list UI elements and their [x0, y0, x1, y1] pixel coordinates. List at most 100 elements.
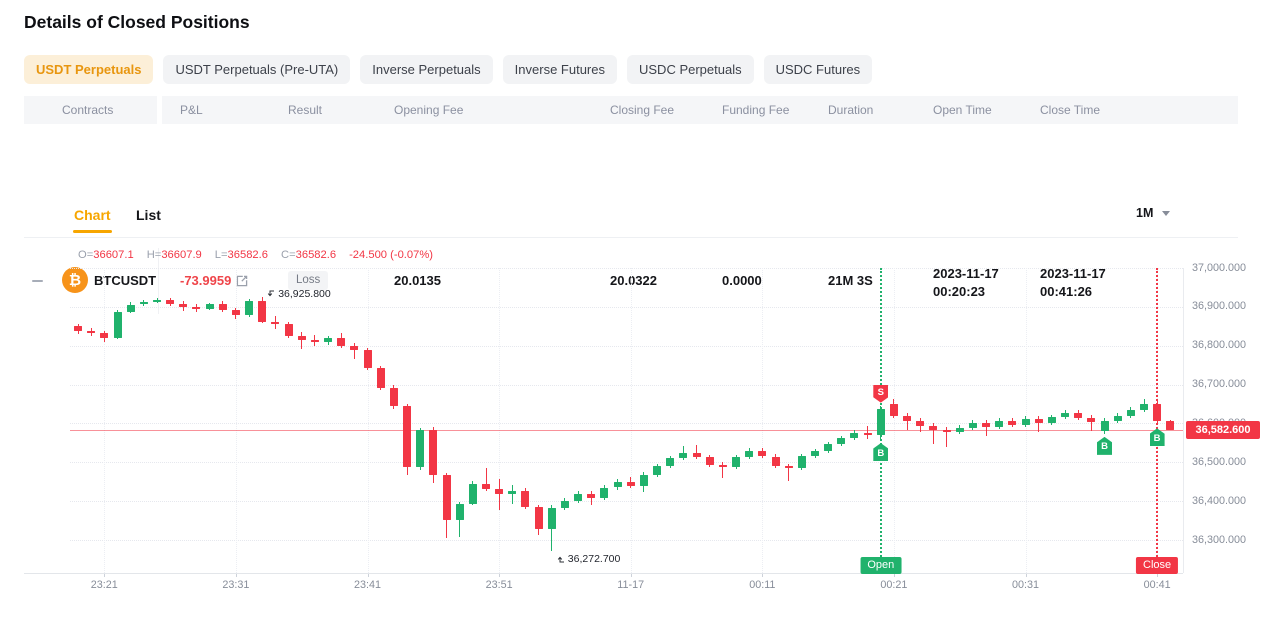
tab-chart[interactable]: Chart: [74, 207, 111, 223]
candle[interactable]: [126, 304, 135, 312]
collapse-row-icon[interactable]: [32, 280, 43, 282]
candle[interactable]: [600, 487, 609, 499]
candle[interactable]: [1153, 403, 1162, 421]
candle[interactable]: [903, 415, 912, 421]
candle[interactable]: [74, 325, 82, 331]
candle[interactable]: [863, 432, 872, 436]
candle[interactable]: [1126, 409, 1135, 416]
candle[interactable]: [205, 304, 214, 309]
contract-tab-inverse-perpetuals[interactable]: Inverse Perpetuals: [360, 55, 493, 84]
candle[interactable]: [1087, 418, 1096, 423]
candle[interactable]: [560, 501, 569, 508]
candle[interactable]: [350, 345, 359, 351]
candle[interactable]: [679, 452, 688, 459]
candle[interactable]: [1166, 420, 1175, 431]
candle[interactable]: [639, 474, 648, 486]
candle[interactable]: [534, 507, 543, 530]
candle[interactable]: [784, 466, 793, 468]
low-marker-icon: [557, 556, 564, 563]
candle-wick: [590, 491, 592, 506]
candle[interactable]: [1100, 420, 1109, 432]
candle[interactable]: [995, 420, 1004, 427]
candle[interactable]: [100, 333, 109, 338]
candle[interactable]: [745, 450, 754, 458]
candle[interactable]: [968, 422, 977, 428]
candle[interactable]: [495, 488, 504, 495]
candle[interactable]: [876, 409, 885, 436]
candle[interactable]: [1047, 416, 1056, 424]
candle[interactable]: [718, 464, 727, 468]
candle[interactable]: [942, 430, 951, 433]
candle[interactable]: [1140, 403, 1148, 410]
contract-tab-usdc-futures[interactable]: USDC Futures: [763, 55, 873, 84]
candle[interactable]: [166, 300, 175, 305]
candle[interactable]: [889, 403, 898, 416]
candle[interactable]: [1021, 418, 1030, 425]
candle[interactable]: [218, 304, 227, 310]
candle[interactable]: [442, 475, 451, 521]
candle[interactable]: [521, 490, 530, 507]
candle[interactable]: [916, 420, 925, 427]
candle[interactable]: [310, 340, 319, 343]
candle[interactable]: [626, 481, 635, 486]
candle[interactable]: [403, 406, 411, 468]
candle[interactable]: [824, 444, 833, 451]
tab-list[interactable]: List: [136, 207, 161, 223]
candle[interactable]: [87, 330, 96, 334]
candle[interactable]: [179, 304, 188, 308]
contract-tab-usdt-perpetuals[interactable]: USDT Perpetuals: [24, 55, 154, 84]
candle[interactable]: [771, 456, 780, 467]
candle[interactable]: [284, 324, 293, 336]
candle[interactable]: [797, 455, 806, 468]
candle[interactable]: [587, 494, 596, 499]
candle[interactable]: [732, 457, 740, 468]
contract-tab-usdt-perpetuals-pre-uta[interactable]: USDT Perpetuals (Pre-UTA): [163, 55, 351, 84]
candle[interactable]: [574, 494, 583, 502]
contract-tab-usdc-perpetuals[interactable]: USDC Perpetuals: [627, 55, 754, 84]
candle[interactable]: [389, 387, 398, 406]
candle[interactable]: [613, 481, 622, 488]
candle[interactable]: [337, 337, 346, 346]
candle[interactable]: [324, 337, 332, 343]
low-price-label: 36,272.700: [557, 553, 620, 565]
candle[interactable]: [955, 427, 964, 433]
candle[interactable]: [113, 311, 122, 338]
candle[interactable]: [1061, 412, 1069, 417]
candle[interactable]: [468, 483, 477, 504]
candle[interactable]: [1008, 420, 1017, 425]
candle[interactable]: [1074, 412, 1083, 418]
candle[interactable]: [508, 490, 517, 495]
candle[interactable]: [850, 432, 859, 438]
candle[interactable]: [653, 466, 661, 475]
candle[interactable]: [758, 450, 767, 457]
candle[interactable]: [192, 307, 201, 309]
candle[interactable]: [363, 350, 372, 369]
candle[interactable]: [1113, 415, 1122, 421]
external-link-icon[interactable]: [236, 275, 248, 287]
candle[interactable]: [482, 483, 490, 489]
candle[interactable]: [271, 322, 280, 324]
candle[interactable]: [666, 458, 675, 467]
candle[interactable]: [139, 301, 148, 305]
candle[interactable]: [376, 368, 385, 388]
candle[interactable]: [692, 452, 701, 458]
candle[interactable]: [416, 429, 425, 468]
candle[interactable]: [1034, 418, 1043, 424]
candle[interactable]: [455, 503, 464, 521]
candle[interactable]: [245, 301, 254, 315]
chart-plot[interactable]: 37,000.000 36,900.000 36,800.000 36,700.000…: [0, 262, 1262, 610]
contract-tab-inverse-futures[interactable]: Inverse Futures: [502, 55, 617, 84]
candle[interactable]: [258, 301, 267, 322]
candle[interactable]: [837, 437, 846, 445]
candle[interactable]: [231, 310, 240, 316]
candle[interactable]: [982, 422, 990, 427]
candle[interactable]: [705, 457, 714, 465]
open-time-clock: 00:20:23: [933, 283, 986, 299]
interval-selector[interactable]: 1M: [1136, 206, 1171, 220]
candle[interactable]: [429, 429, 438, 476]
candle[interactable]: [153, 300, 161, 302]
candle[interactable]: [297, 335, 306, 341]
candle[interactable]: [929, 426, 938, 431]
candle[interactable]: [547, 507, 556, 530]
candle[interactable]: [811, 451, 819, 456]
